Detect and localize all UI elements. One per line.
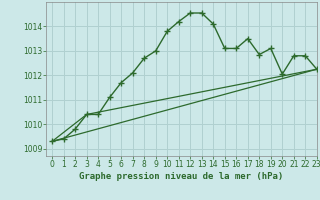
X-axis label: Graphe pression niveau de la mer (hPa): Graphe pression niveau de la mer (hPa) — [79, 172, 284, 181]
